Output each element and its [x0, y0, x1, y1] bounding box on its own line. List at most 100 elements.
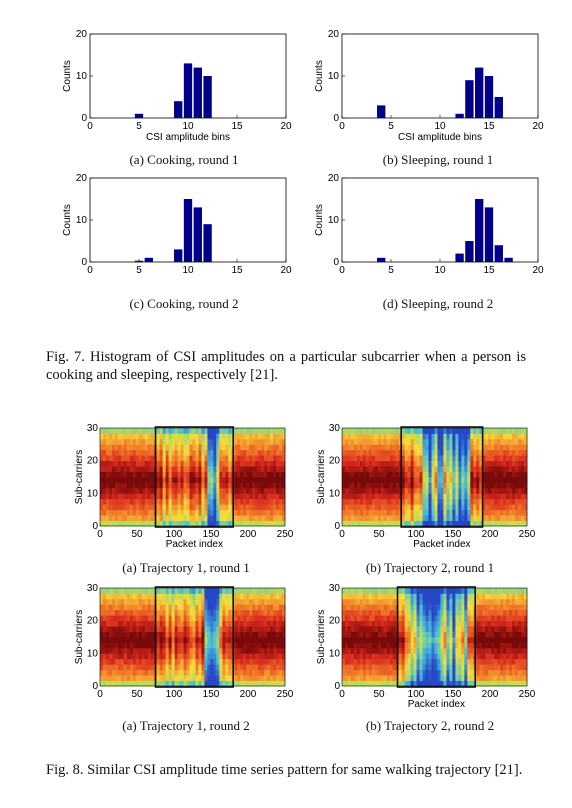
heatmap-cell	[219, 664, 223, 671]
heatmap-cell	[440, 593, 444, 600]
heatmap-cell	[365, 509, 370, 516]
heatmap-cell	[195, 438, 199, 445]
heatmap-cell	[105, 642, 110, 649]
heatmap-cell	[386, 647, 391, 654]
heatmap-cell	[213, 669, 217, 676]
heatmap-cell	[467, 449, 471, 456]
y-tick-label: 10	[87, 648, 99, 659]
heatmap-cell	[356, 433, 361, 440]
heatmap-cell	[437, 433, 441, 440]
heatmap-cell	[455, 609, 459, 616]
heatmap-cell	[183, 604, 187, 611]
heatmap-cell	[380, 593, 385, 600]
heatmap-cell	[222, 680, 226, 687]
heatmap-cell	[455, 471, 459, 478]
heatmap-cell	[249, 482, 253, 489]
heatmap-cell	[276, 433, 280, 440]
heatmap-cell	[186, 669, 190, 676]
heatmap-cell	[138, 637, 143, 643]
heatmap-cell	[159, 598, 164, 605]
heatmap-cell	[389, 642, 394, 649]
heatmap-cell	[273, 664, 277, 671]
heatmap-cell	[210, 664, 214, 671]
heatmap-cell	[491, 609, 495, 616]
heatmap-cell	[494, 520, 498, 527]
heatmap-cell	[165, 433, 170, 440]
heatmap-cell	[491, 653, 495, 660]
heatmap-cell	[437, 482, 441, 489]
heatmap-cell	[431, 477, 435, 483]
heatmap-cell	[416, 487, 420, 494]
heatmap-cell	[428, 615, 432, 622]
heatmap-cell	[407, 477, 412, 483]
heatmap-cell	[437, 520, 441, 527]
heatmap-cell	[464, 626, 468, 632]
heatmap-cell	[264, 642, 268, 649]
heatmap-cell	[138, 631, 143, 638]
heatmap-cell	[162, 428, 167, 434]
heatmap-cell	[437, 493, 441, 500]
heatmap-cell	[279, 477, 283, 483]
heatmap-cell	[120, 615, 125, 622]
heatmap-cell	[129, 620, 134, 627]
heatmap-cell	[521, 675, 525, 681]
heatmap-cell	[198, 631, 202, 638]
heatmap-cell	[111, 509, 116, 516]
heatmap-cell	[183, 428, 187, 434]
heatmap-cell	[482, 444, 486, 451]
heatmap-cell	[228, 477, 232, 483]
heatmap-cell	[515, 477, 519, 483]
heatmap-cell	[168, 460, 173, 467]
heatmap-cell	[431, 466, 435, 472]
x-axis-label: Packet index	[413, 539, 470, 550]
heatmap-cell	[222, 642, 226, 649]
heatmap-cell	[371, 588, 376, 594]
heatmap-cell	[398, 466, 403, 472]
heatmap-cell	[201, 598, 205, 605]
heatmap-cell	[168, 588, 173, 594]
heatmap-cell	[204, 482, 208, 489]
heatmap-cell	[150, 588, 155, 594]
heatmap-cell	[105, 449, 110, 456]
heatmap-cell	[216, 433, 220, 440]
heatmap-cell	[389, 433, 394, 440]
heatmap-cell	[114, 428, 119, 434]
heatmap-cell	[129, 631, 134, 638]
heatmap-cell	[282, 604, 286, 611]
heatmap-cell	[446, 609, 450, 616]
heatmap-cell	[491, 509, 495, 516]
heatmap-cell	[392, 593, 397, 600]
heatmap-cell	[249, 515, 253, 521]
heatmap-cell	[404, 460, 409, 467]
heatmap-cell	[398, 487, 403, 494]
heatmap-cell	[102, 637, 107, 643]
heatmap-cell	[428, 669, 432, 676]
heatmap-cell	[108, 493, 113, 500]
heatmap-cell	[204, 653, 208, 660]
heatmap-cell	[413, 669, 417, 676]
heatmap-cell	[374, 680, 379, 687]
heatmap-cell	[267, 449, 271, 456]
heatmap-cell	[126, 653, 131, 660]
heatmap-cell	[416, 438, 420, 445]
heatmap-cell	[389, 588, 394, 594]
heatmap-cell	[470, 520, 474, 527]
heatmap-cell	[497, 471, 501, 478]
heatmap-cell	[521, 520, 525, 527]
heatmap-cell	[264, 498, 268, 505]
heatmap-cell	[249, 487, 253, 494]
heatmap-cell	[168, 482, 173, 489]
heatmap-cell	[228, 444, 232, 451]
heatmap-cell	[243, 626, 247, 632]
heatmap-cell	[117, 609, 122, 616]
heatmap-cell	[100, 477, 104, 483]
heatmap-cell	[240, 433, 244, 440]
heatmap-cell	[123, 604, 128, 611]
heatmap-cell	[249, 520, 253, 527]
heatmap-cell	[350, 626, 355, 632]
heatmap-cell	[515, 438, 519, 445]
heatmap-cell	[374, 433, 379, 440]
heatmap-cell	[141, 664, 146, 671]
heatmap-cell	[216, 515, 220, 521]
heatmap-cell	[120, 438, 125, 445]
